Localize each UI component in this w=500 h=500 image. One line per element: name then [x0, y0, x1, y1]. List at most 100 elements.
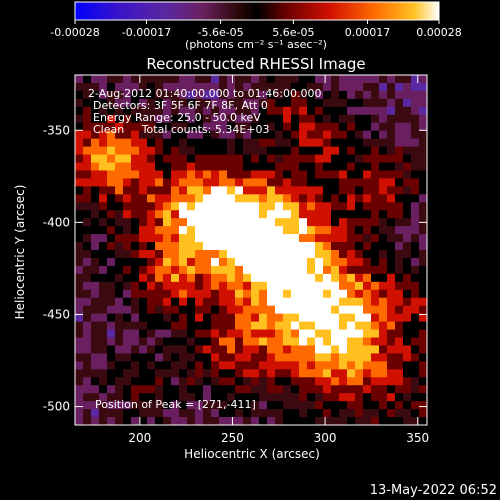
heatmap-cell — [259, 289, 268, 299]
heatmap-cell — [195, 329, 204, 339]
heatmap-cell — [275, 297, 284, 307]
heatmap-cell — [307, 250, 316, 259]
heatmap-cell — [91, 75, 100, 84]
heatmap-cell — [139, 353, 148, 362]
heatmap-cell — [251, 162, 260, 172]
heatmap-cell — [147, 138, 156, 148]
heatmap-cell — [379, 345, 388, 355]
heatmap-cell — [347, 289, 356, 299]
heatmap-cell — [219, 321, 228, 331]
heatmap-cell — [211, 289, 220, 299]
heatmap-cell — [267, 146, 276, 156]
heatmap-cell — [275, 194, 284, 203]
heatmap-cell — [379, 313, 388, 323]
heatmap-cell — [179, 90, 188, 100]
heatmap-cell — [355, 417, 364, 425]
heatmap-cell — [107, 218, 116, 227]
heatmap-cell — [227, 265, 236, 275]
heatmap-cell — [331, 305, 340, 315]
heatmap-cell — [371, 82, 380, 92]
heatmap-cell — [83, 337, 92, 347]
heatmap-cell — [179, 289, 188, 299]
heatmap-cell — [339, 297, 348, 307]
heatmap-cell — [403, 250, 412, 259]
heatmap-cell — [243, 250, 252, 259]
heatmap-cell — [99, 250, 108, 259]
heatmap-cell — [195, 130, 204, 140]
heatmap-cell — [147, 250, 156, 259]
heatmap-cell — [99, 313, 108, 323]
heatmap-cell — [179, 337, 188, 347]
heatmap-cell — [99, 329, 108, 339]
heatmap-cell — [75, 369, 84, 378]
heatmap-cell — [339, 273, 348, 283]
heatmap-cell — [227, 242, 236, 251]
heatmap-cell — [259, 409, 268, 418]
heatmap-cell — [315, 401, 324, 410]
heatmap-cell — [211, 345, 220, 355]
heatmap-cell — [363, 329, 372, 339]
heatmap-cell — [131, 82, 140, 92]
heatmap-cell — [379, 75, 388, 84]
heatmap-cell — [91, 305, 100, 315]
heatmap-cell — [147, 162, 156, 172]
heatmap-cell — [411, 377, 420, 386]
heatmap-cell — [355, 401, 364, 410]
heatmap-cell — [403, 162, 412, 172]
heatmap-cell — [139, 273, 148, 283]
heatmap-cell — [187, 218, 196, 227]
heatmap-cell — [203, 257, 212, 267]
heatmap-cell — [99, 401, 108, 410]
heatmap-cell — [323, 369, 332, 378]
x-tick-label: 250 — [221, 431, 244, 445]
heatmap-cell — [411, 154, 420, 164]
heatmap-cell — [235, 138, 244, 148]
heatmap-cell — [115, 210, 124, 219]
heatmap-cell — [275, 162, 284, 172]
heatmap-cell — [379, 202, 388, 211]
heatmap-cell — [363, 234, 372, 243]
heatmap-cell — [243, 409, 252, 418]
heatmap-cell — [259, 106, 268, 116]
heatmap-cell — [147, 393, 156, 402]
heatmap-cell — [331, 377, 340, 386]
heatmap-cell — [131, 162, 140, 172]
heatmap-cell — [115, 98, 124, 108]
heatmap-cell — [315, 369, 324, 378]
heatmap-cell — [219, 265, 228, 275]
heatmap-cell — [267, 138, 276, 148]
heatmap-cell — [395, 186, 404, 195]
heatmap-cell — [107, 106, 116, 116]
heatmap-cell — [275, 273, 284, 283]
heatmap-cell — [363, 170, 372, 180]
heatmap-cell — [203, 170, 212, 180]
heatmap-cell — [83, 114, 92, 124]
heatmap-cell — [323, 202, 332, 211]
heatmap-cell — [323, 305, 332, 315]
heatmap-cell — [227, 138, 236, 148]
heatmap-cell — [299, 234, 308, 243]
heatmap-cell — [299, 401, 308, 410]
heatmap-cell — [379, 377, 388, 386]
heatmap-cell — [131, 393, 140, 402]
heatmap-cell — [131, 377, 140, 386]
heatmap-cell — [115, 329, 124, 339]
heatmap-cell — [99, 305, 108, 315]
heatmap-cell — [107, 297, 116, 307]
heatmap-cell — [83, 369, 92, 378]
heatmap-cell — [323, 194, 332, 203]
heatmap-cell — [203, 82, 212, 92]
heatmap-cell — [259, 273, 268, 283]
heatmap-cell — [219, 393, 228, 402]
heatmap-cell — [299, 170, 308, 180]
heatmap-cell — [163, 250, 172, 259]
heatmap-cell — [251, 98, 260, 108]
heatmap-cell — [283, 82, 292, 92]
heatmap-cell — [211, 218, 220, 227]
heatmap-cell — [339, 122, 348, 132]
heatmap-cell — [139, 337, 148, 347]
heatmap-cell — [387, 186, 396, 195]
heatmap-cell — [179, 162, 188, 172]
heatmap-cell — [403, 218, 412, 227]
heatmap-cell — [403, 170, 412, 180]
